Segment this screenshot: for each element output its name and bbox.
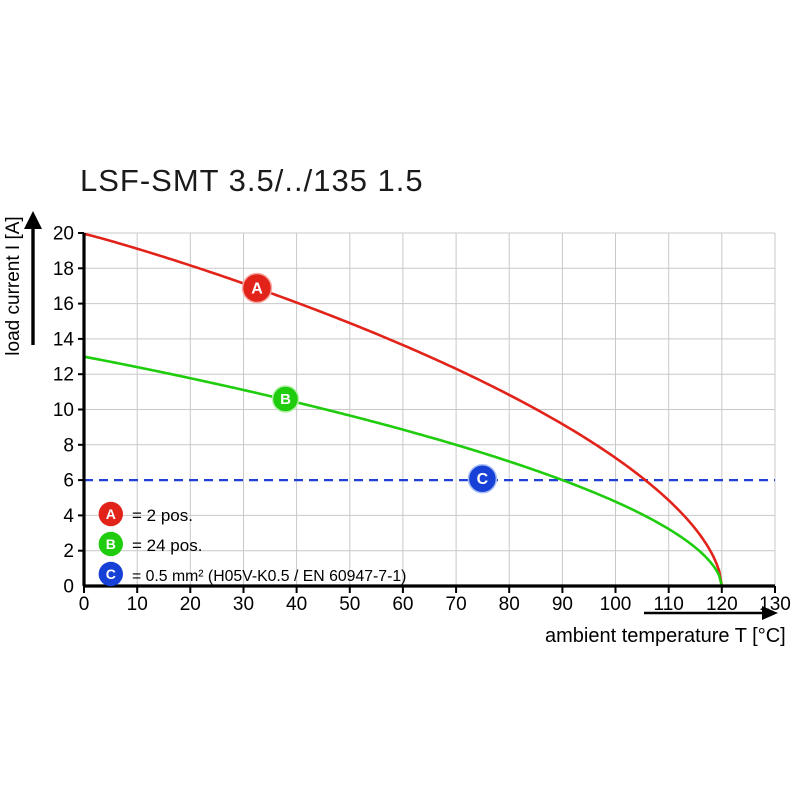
svg-text:16: 16 [53,294,74,315]
svg-text:60: 60 [392,594,413,615]
svg-text:20: 20 [53,224,74,245]
svg-text:B: B [106,536,116,552]
svg-text:20: 20 [180,594,201,615]
svg-text:18: 18 [53,259,74,280]
svg-text:2: 2 [63,541,74,562]
svg-text:8: 8 [63,435,74,456]
svg-text:80: 80 [499,594,520,615]
svg-text:= 2 pos.: = 2 pos. [132,506,193,525]
svg-text:130: 130 [759,594,791,615]
svg-text:B: B [280,391,291,408]
svg-text:A: A [106,506,116,522]
svg-text:70: 70 [446,594,467,615]
svg-text:0: 0 [63,577,74,598]
svg-text:120: 120 [706,594,738,615]
svg-text:A: A [251,281,263,298]
svg-text:= 0.5 mm² (H05V-K0.5 / EN 6094: = 0.5 mm² (H05V-K0.5 / EN 60947-7-1) [132,568,406,585]
svg-text:10: 10 [53,400,74,421]
svg-text:14: 14 [53,329,75,350]
svg-text:= 24 pos.: = 24 pos. [132,536,202,555]
svg-text:6: 6 [63,471,74,492]
svg-text:100: 100 [600,594,632,615]
svg-text:90: 90 [552,594,573,615]
svg-text:30: 30 [233,594,254,615]
svg-text:0: 0 [79,594,90,615]
svg-text:50: 50 [339,594,360,615]
svg-text:40: 40 [286,594,307,615]
svg-text:C: C [477,471,489,488]
svg-text:10: 10 [127,594,148,615]
svg-text:4: 4 [63,506,74,527]
svg-text:C: C [106,566,116,582]
svg-text:12: 12 [53,365,74,386]
svg-text:110: 110 [654,594,684,615]
